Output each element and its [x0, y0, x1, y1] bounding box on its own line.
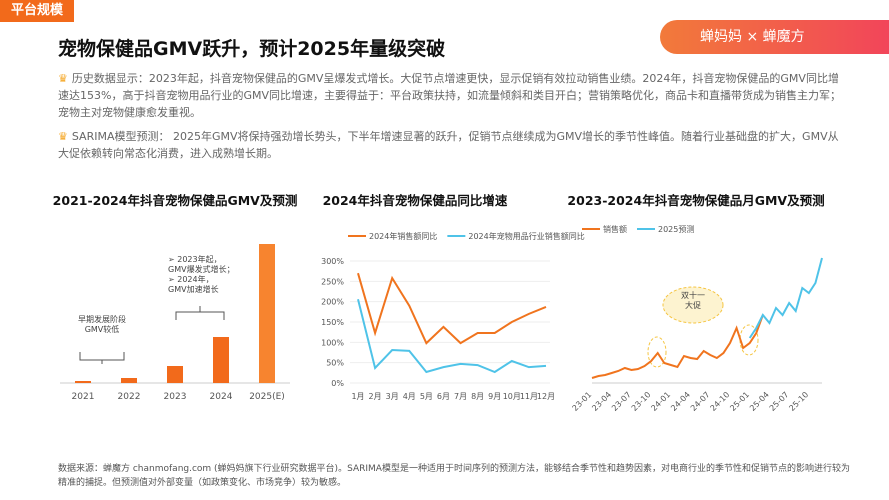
x-tick-label: 25-07 [768, 390, 791, 413]
bar [259, 244, 275, 383]
x-tick-label: 7月 [454, 392, 467, 401]
x-tick-label: 25-04 [748, 390, 771, 413]
annotation: ➢ 2023年起， [168, 254, 222, 264]
legend-label: 销售额 [603, 224, 627, 234]
bar [121, 378, 137, 383]
brand-logo: 蝉妈妈 × 蝉魔方 [660, 20, 889, 54]
section-tag: 平台规模 [0, 0, 74, 22]
x-tick-label: 24-10 [709, 390, 732, 413]
bar [75, 381, 91, 383]
x-tick-label: 8月 [471, 392, 484, 401]
y-tick-label: 0% [331, 379, 344, 388]
x-tick-label: 23-07 [610, 390, 633, 413]
y-tick-label: 100% [321, 338, 344, 347]
bracket [175, 306, 225, 320]
y-tick-label: 300% [321, 257, 344, 266]
x-tick-label: 2024 [210, 392, 233, 402]
line-series [357, 272, 547, 345]
x-tick-label: 12月 [537, 392, 555, 401]
bullet: 历史数据显示：2023年起，抖音宠物保健品的GMV呈爆发式增长。大促节点增速更快… [58, 70, 848, 121]
x-tick-label: 5月 [420, 392, 433, 401]
bar [213, 337, 229, 383]
annotation: GMV爆发式增长； [168, 264, 235, 274]
x-tick-label: 24-04 [669, 390, 692, 413]
x-tick-label: 23-01 [571, 390, 594, 413]
annotation: 双十一 [681, 290, 705, 300]
bar [167, 366, 183, 383]
legend-label: 2024年销售额同比 [369, 231, 437, 241]
x-tick-label: 2025(E) [249, 392, 285, 402]
line-series [591, 314, 764, 379]
legend-label: 2025预测 [658, 224, 694, 234]
y-tick-label: 250% [321, 277, 344, 286]
x-tick-label: 9月 [488, 392, 501, 401]
x-tick-label: 11月 [520, 392, 538, 401]
chart-title: 2024年抖音宠物保健品同比增速 [323, 193, 508, 208]
annotation: 早期发展阶段 [78, 314, 126, 324]
x-tick-label: 3月 [386, 392, 399, 401]
footnote: 数据来源：蝉魔方 chanmofang.com (蝉妈妈旗下行业研究数据平台)。… [58, 464, 850, 488]
x-tick-label: 25-10 [787, 390, 810, 413]
bracket [79, 352, 125, 364]
line-series [748, 257, 823, 339]
annotation: 大促 [685, 300, 701, 310]
bullet: SARIMA模型预测： 2025年GMV将保持强劲增长势头，下半年增速显著的跃升… [58, 128, 848, 162]
x-tick-label: 2022 [118, 392, 141, 402]
x-tick-label: 2月 [369, 392, 382, 401]
logo-text: 蝉魔方 [762, 29, 805, 45]
x-tick-label: 24-07 [689, 390, 712, 413]
highlight [647, 336, 667, 368]
line-series [357, 298, 547, 374]
legend-label: 2024年宠物用品行业销售额同比 [468, 231, 584, 241]
charts: 2021-2024年抖音宠物保健品GMV及预测 2021 2022 2023 2024 2… [53, 193, 825, 413]
x-tick-label: 4月 [403, 392, 416, 401]
y-tick-label: 50% [326, 359, 344, 368]
x-tick-label: 24-01 [649, 390, 672, 413]
annotation: GMV较低 [85, 324, 120, 334]
x-tick-label: 2023 [164, 392, 187, 402]
slide-title: 宠物保健品GMV跃升，预计2025年量级突破 [58, 38, 446, 60]
chart-title: 2021-2024年抖音宠物保健品GMV及预测 [53, 193, 298, 208]
x-tick-label: 25-01 [728, 390, 751, 413]
x-tick-label: 10月 [503, 392, 521, 401]
x-tick-label: 23-10 [630, 390, 653, 413]
x-tick-label: 1月 [351, 392, 364, 401]
x-tick-label: 6月 [437, 392, 450, 401]
y-tick-label: 200% [321, 298, 344, 307]
logo-text: 蝉妈妈 [700, 29, 742, 45]
callout [662, 286, 724, 324]
x-tick-label: 2021 [72, 392, 95, 402]
y-tick-label: 150% [321, 318, 344, 327]
logo-sep: × [746, 29, 759, 45]
annotation: ➢ 2024年， [168, 274, 214, 284]
annotation: GMV加速增长 [168, 284, 219, 294]
highlight [739, 324, 759, 356]
chart-title: 2023-2024年抖音宠物保健品月GMV及预测 [567, 193, 824, 208]
x-tick-label: 23-04 [590, 390, 613, 413]
